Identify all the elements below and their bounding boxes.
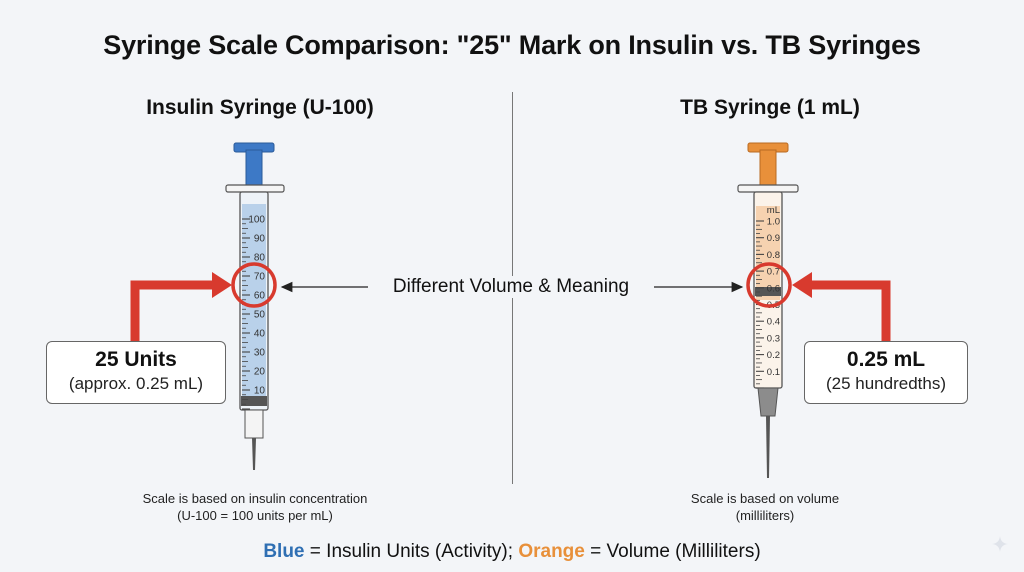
tb-fluid — [756, 206, 780, 300]
insulin-callout-detail: (approx. 0.25 mL) — [68, 374, 204, 393]
scale-label: 60 — [254, 291, 266, 302]
legend-blue-text: = Insulin Units (Activity); — [304, 541, 519, 562]
tb-scale-ticks — [756, 220, 764, 389]
scale-label: 0.7 — [767, 267, 780, 278]
sparkle-icon — [992, 536, 1008, 552]
scale-label: 0.9 — [767, 233, 780, 244]
tb-red-arrowhead — [792, 272, 812, 298]
scale-label: 0.3 — [767, 333, 780, 344]
tb-needle — [766, 416, 770, 478]
scale-label: 10 — [254, 386, 266, 397]
tb-red-arrow — [810, 280, 891, 341]
insulin-plunger-rod — [245, 149, 263, 187]
center-comparison-label: Different Volume & Meaning — [370, 276, 652, 298]
tb-stopper — [755, 287, 781, 296]
insulin-red-arrowhead — [212, 272, 232, 298]
legend-blue-word: Blue — [263, 541, 305, 562]
insulin-needle — [252, 438, 256, 470]
insulin-scale-labels: 100 90 80 70 60 50 40 30 20 10 — [248, 215, 265, 397]
tb-syringe: 1.00.90.80.70.60.50.40.30.20.1mL — [737, 142, 799, 478]
insulin-callout-box: 25 Units (approx. 0.25 mL) — [46, 341, 226, 404]
scale-label: 0.4 — [767, 317, 780, 328]
scale-label: 0.2 — [767, 350, 780, 361]
scale-label: 0.8 — [767, 250, 780, 261]
tb-scale-note: Scale is based on volume (milliliters) — [640, 490, 890, 524]
insulin-finger-flange — [225, 184, 285, 193]
insulin-highlight-circle — [231, 262, 277, 308]
tb-unit-label: mL — [767, 205, 780, 216]
insulin-syringe-heading: Insulin Syringe (U-100) — [146, 96, 374, 119]
tb-syringe-heading: TB Syringe (1 mL) — [680, 96, 860, 119]
tb-callout-detail: (25 hundredths) — [825, 374, 947, 393]
insulin-note-line1: Scale is based on insulin concentration — [142, 491, 368, 506]
scale-label: 0.1 — [767, 367, 780, 378]
scale-label: 20 — [254, 367, 266, 378]
insulin-note-line2: (U-100 = 100 units per mL) — [177, 508, 333, 523]
insulin-red-arrow — [130, 280, 214, 341]
scale-label: 70 — [254, 272, 266, 283]
tb-note-line2: (milliliters) — [735, 508, 795, 523]
scale-label: 90 — [254, 234, 266, 245]
tb-callout-value: 0.25 mL — [846, 348, 926, 371]
legend-orange-text: = Volume (Milliliters) — [584, 541, 761, 562]
scale-label: 1.0 — [767, 217, 780, 228]
insulin-callout-value: 25 Units — [95, 348, 177, 371]
tb-plunger-rod — [759, 149, 777, 187]
insulin-stopper — [241, 396, 267, 406]
legend-orange-word: Orange — [518, 541, 585, 562]
scale-label: 0.6 — [767, 283, 780, 294]
insulin-scale-note: Scale is based on insulin concentration … — [100, 490, 410, 524]
scale-label: 80 — [254, 253, 266, 264]
tb-finger-flange — [737, 184, 799, 193]
tb-callout-box: 0.25 mL (25 hundredths) — [804, 341, 968, 404]
tb-note-line1: Scale is based on volume — [690, 491, 840, 506]
color-legend: Blue = Insulin Units (Activity); Orange … — [0, 541, 1024, 563]
scale-label: 50 — [254, 310, 266, 321]
tb-hub — [757, 387, 779, 417]
page-title: Syringe Scale Comparison: "25" Mark on I… — [103, 30, 921, 60]
tb-highlight-circle — [746, 262, 792, 308]
scale-label: 30 — [254, 348, 266, 359]
insulin-syringe: 100 90 80 70 60 50 40 30 20 10 — [225, 142, 285, 470]
scale-label: 100 — [248, 215, 265, 226]
scale-label: 40 — [254, 329, 266, 340]
insulin-hub — [244, 409, 264, 439]
insulin-scale-ticks — [242, 218, 250, 410]
